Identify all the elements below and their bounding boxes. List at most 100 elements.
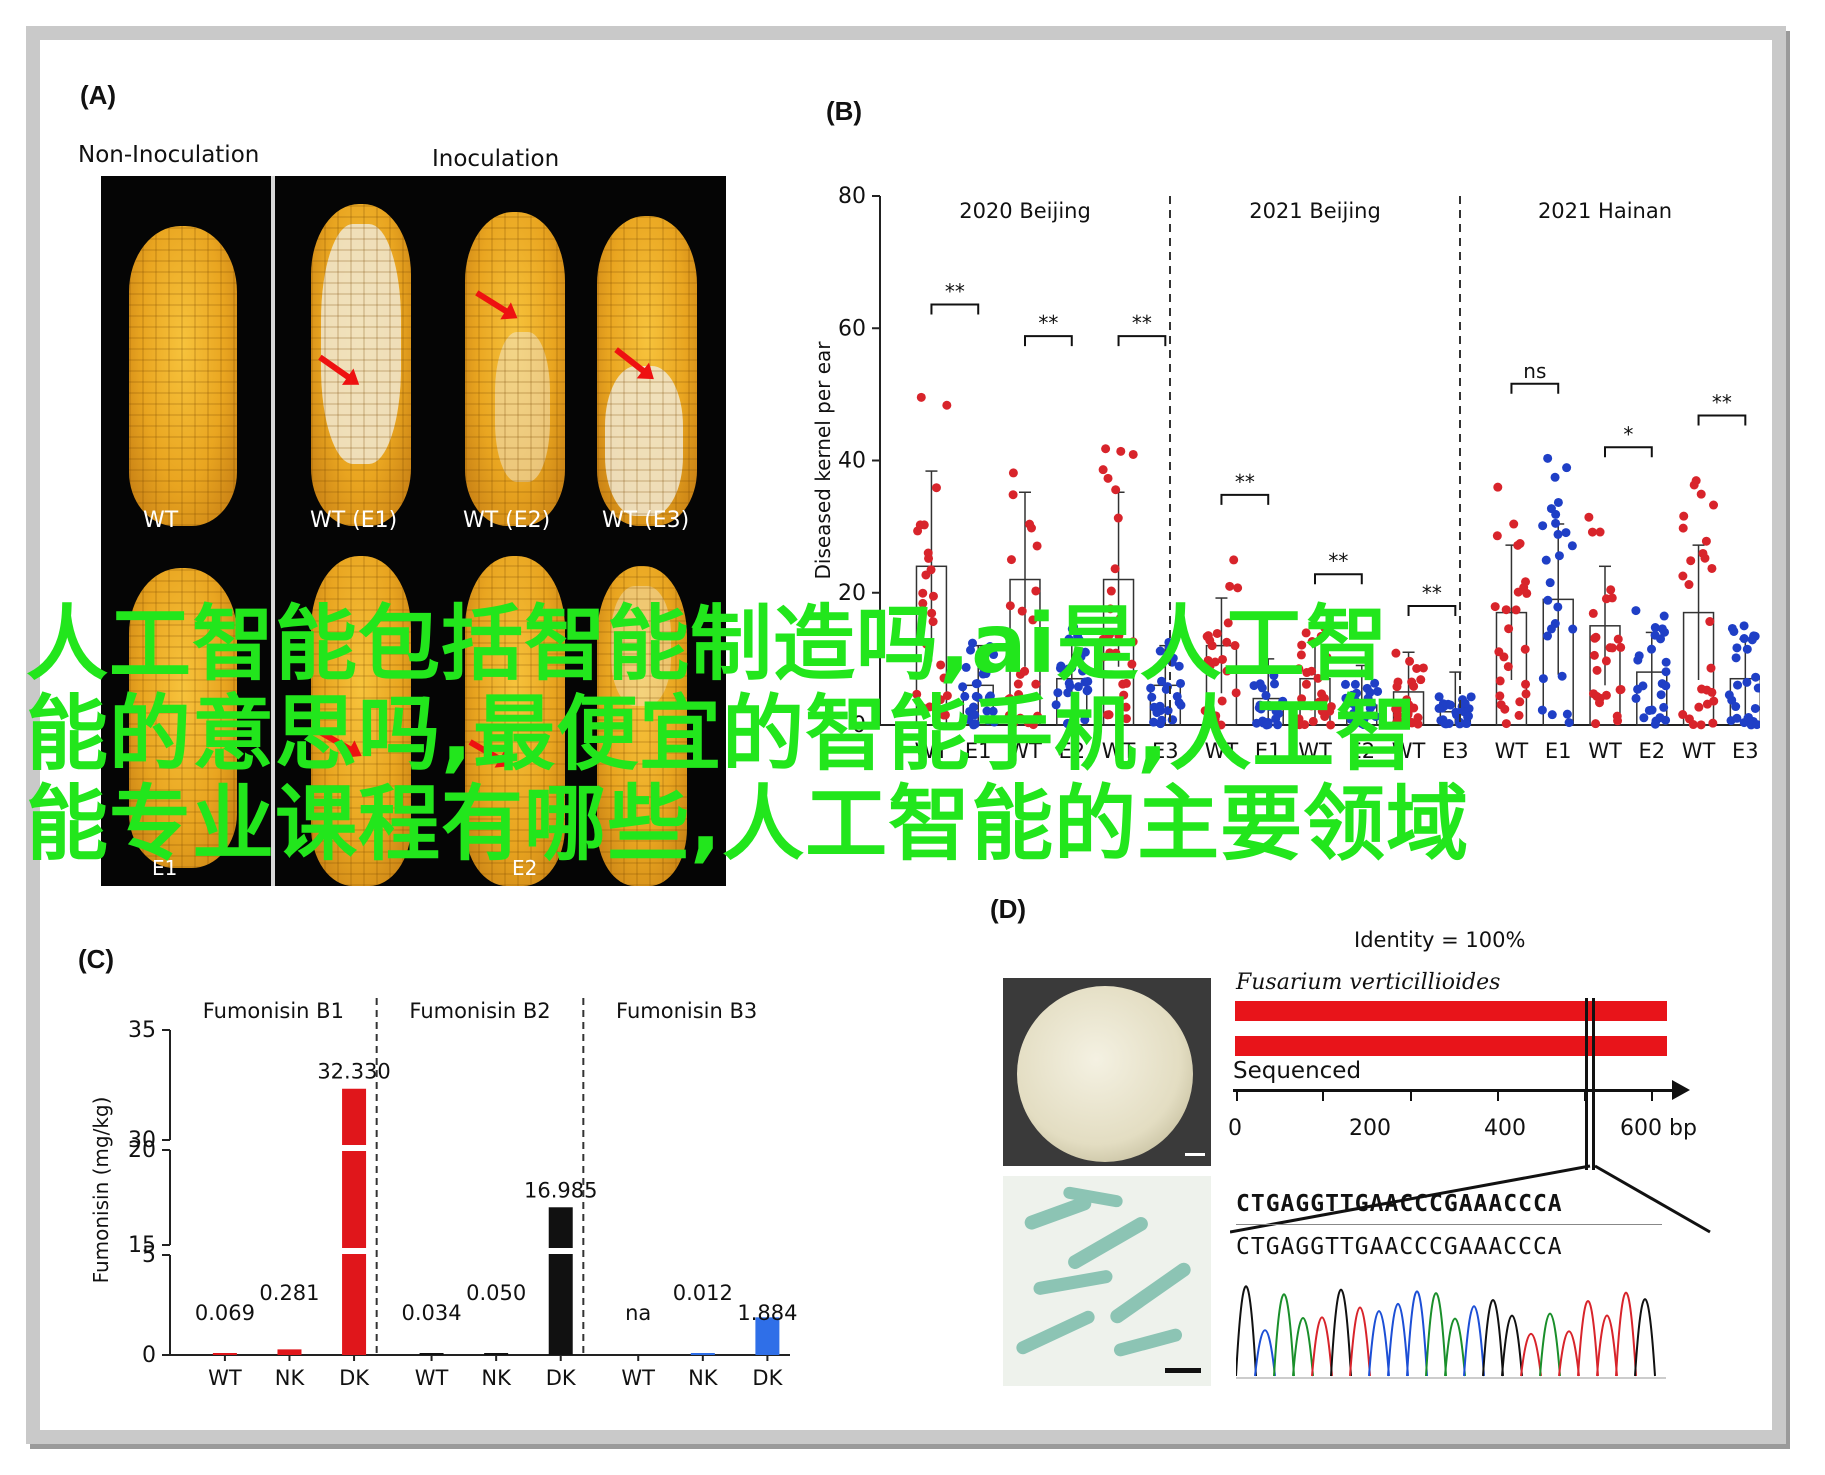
data-point	[1495, 691, 1505, 701]
data-point	[1297, 694, 1307, 704]
position-marker-line	[1585, 998, 1588, 1170]
data-point	[1562, 463, 1572, 473]
sequence-reference: CTGAGGTTGAACCCGAAACCCA	[1236, 1191, 1563, 1217]
data-point	[1065, 681, 1075, 691]
data-point	[1316, 631, 1326, 641]
data-label: na	[625, 1301, 651, 1325]
y-tick-label: 80	[838, 184, 866, 209]
data-point	[1176, 678, 1186, 688]
axis-break-mark	[546, 1248, 575, 1254]
data-point	[1511, 605, 1521, 615]
axis-break-mark	[340, 1145, 369, 1151]
data-point	[1013, 679, 1023, 689]
data-point	[935, 695, 945, 705]
data-point	[1521, 679, 1531, 689]
bp-tick-600: 600 bp	[1620, 1116, 1697, 1141]
group-title: Fumonisin B1	[203, 999, 344, 1023]
identity-label: Identity = 100%	[1354, 928, 1526, 952]
data-point	[1739, 621, 1749, 631]
data-point	[921, 570, 931, 580]
data-point	[922, 639, 932, 649]
data-point	[1661, 667, 1671, 677]
bp-tick-0: 0	[1228, 1116, 1242, 1141]
data-point	[1106, 586, 1116, 596]
corn-ear-wt-e2	[465, 212, 565, 526]
data-point	[1064, 634, 1074, 644]
data-point	[1110, 564, 1120, 574]
data-point	[1550, 472, 1560, 482]
data-point	[1371, 711, 1381, 721]
data-point	[1121, 714, 1131, 724]
chromatogram-peak	[1406, 1290, 1428, 1377]
y-tick-label: 5	[142, 1243, 156, 1268]
data-point	[919, 520, 929, 530]
data-point	[1326, 720, 1336, 730]
data-point	[1051, 700, 1061, 710]
data-point	[1753, 683, 1760, 693]
data-point	[1434, 703, 1444, 713]
data-point	[1174, 661, 1184, 671]
significance-label: **	[1712, 391, 1732, 415]
data-point	[1223, 618, 1233, 628]
data-point	[1660, 627, 1670, 637]
ear-label-wt-e1: WT (E1)	[310, 508, 398, 533]
significance-bracket	[930, 303, 980, 315]
data-point	[1724, 690, 1734, 700]
data-point	[1700, 553, 1710, 563]
data-point	[1661, 657, 1671, 667]
data-point	[1007, 630, 1017, 640]
data-point	[1732, 643, 1742, 653]
y-tick-label: 40	[838, 449, 866, 474]
data-point	[1146, 683, 1156, 693]
data-point	[1546, 624, 1556, 634]
data-point	[1014, 690, 1024, 700]
data-point	[985, 642, 995, 652]
data-point	[1301, 628, 1311, 638]
data-point	[1067, 624, 1077, 634]
data-point	[1128, 637, 1138, 647]
chromatogram-peak	[1577, 1300, 1599, 1377]
data-point	[1017, 606, 1027, 616]
y-tick-label: 15	[128, 1233, 156, 1258]
data-point	[1594, 698, 1604, 708]
sequence-divider	[1236, 1224, 1662, 1225]
data-point	[1161, 684, 1171, 694]
data-point	[1111, 485, 1121, 495]
data-point	[1492, 531, 1502, 541]
data-point	[1365, 688, 1375, 698]
data-point	[1098, 465, 1108, 475]
data-point	[1009, 718, 1019, 728]
data-point	[1208, 717, 1218, 727]
data-point	[1463, 711, 1473, 721]
data-point	[1076, 652, 1086, 662]
chromatogram-peak	[1273, 1293, 1295, 1377]
data-point	[1308, 716, 1318, 726]
data-point	[1200, 706, 1210, 716]
data-point	[1742, 644, 1752, 654]
chromatogram-peak	[1596, 1314, 1618, 1377]
panel-b-label: (B)	[826, 96, 863, 126]
data-point	[1314, 697, 1324, 707]
data-point	[1631, 693, 1641, 703]
data-point	[1495, 676, 1505, 686]
data-point	[1732, 713, 1742, 723]
data-point	[1616, 642, 1626, 652]
y-tick-label: 20	[128, 1138, 156, 1163]
data-point	[1359, 720, 1369, 730]
significance-label: **	[1235, 470, 1255, 494]
data-point	[1537, 705, 1547, 715]
bar	[690, 1353, 715, 1355]
data-point	[1056, 661, 1066, 671]
x-tick-label: WT	[208, 1366, 242, 1390]
data-point	[1176, 700, 1186, 710]
ear-label-e2-bottom: E2	[512, 856, 538, 880]
significance-label: **	[1328, 549, 1348, 573]
data-point	[1116, 446, 1126, 456]
data-point	[1205, 635, 1215, 645]
data-point	[1691, 476, 1701, 486]
data-point	[1006, 710, 1016, 720]
data-point	[1231, 688, 1241, 698]
data-point	[1028, 615, 1038, 625]
data-point	[1008, 468, 1018, 478]
